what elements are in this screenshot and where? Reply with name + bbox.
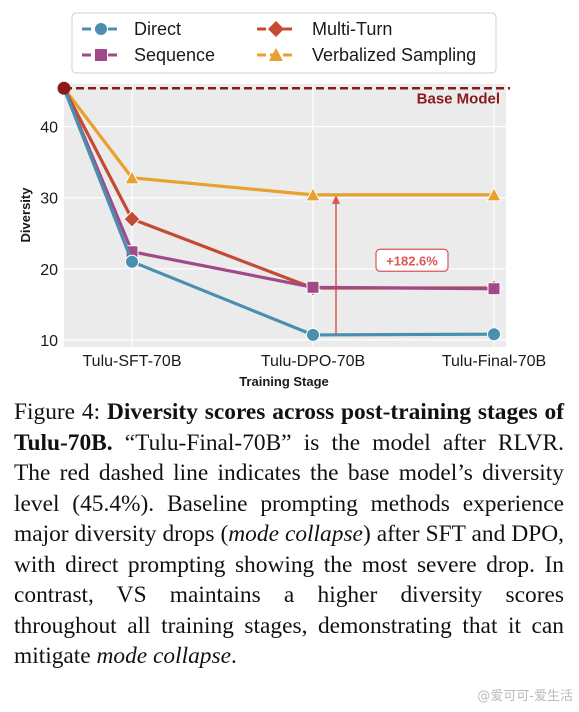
series-line-verbalized-sampling <box>62 87 494 197</box>
y-tick-label: 10 <box>40 333 58 350</box>
caption-text-1: “Tulu-Final-70B” is the model after RLVR… <box>14 429 565 548</box>
y-tick-label: 40 <box>40 120 58 137</box>
series-lines <box>57 81 503 342</box>
diversity-line-chart: Direct Multi-Turn Sequence Verbalized Sa… <box>18 12 547 389</box>
caption-text-2: ) after SFT and DPO, with direct prompti… <box>14 521 564 669</box>
annotation-box <box>375 248 449 272</box>
base-model-reference: Base Model <box>64 87 510 107</box>
x-axis-label: Training Stage <box>239 374 329 389</box>
data-point-verbalized-sampling <box>486 186 502 202</box>
legend-label-verbalized-sampling: Verbalized Sampling <box>312 45 476 65</box>
y-axis-label: Diversity <box>18 187 33 243</box>
data-point-direct <box>306 327 320 342</box>
legend-item-direct: Direct <box>82 19 181 39</box>
legend-item-verbalized-sampling: Verbalized Sampling <box>257 45 476 65</box>
legend-label-sequence: Sequence <box>134 45 215 65</box>
caption-text-3: . <box>230 643 237 669</box>
legend-box <box>71 12 497 74</box>
annotation-label: +182.6% <box>386 253 438 268</box>
legend-marker-diamond <box>268 21 284 37</box>
data-point-sequence <box>306 280 320 294</box>
x-tick-label: Tulu-Final-70B <box>442 353 546 370</box>
caption-italic-1: mode collapse <box>228 521 363 547</box>
caption-italic-2: mode collapse <box>96 643 231 669</box>
y-tick-label: 30 <box>40 191 58 208</box>
legend: Direct Multi-Turn Sequence Verbalized Sa… <box>71 12 497 74</box>
figure-caption: Figure 4: Diversity scores across post-t… <box>14 397 564 672</box>
data-point-sequence <box>487 282 501 296</box>
legend-item-multi-turn: Multi-Turn <box>257 19 392 39</box>
improvement-annotation: +182.6% <box>332 194 449 335</box>
annotation-arrow-head <box>332 194 340 204</box>
caption-title: Diversity scores across post-training st… <box>14 399 564 456</box>
legend-label-direct: Direct <box>134 19 181 39</box>
x-tick-label: Tulu-SFT-70B <box>83 353 182 370</box>
y-axis-ticks: 10 20 30 40 <box>40 120 58 350</box>
start-point <box>57 81 71 95</box>
watermark: @爱可可-爱生活 <box>477 689 573 704</box>
legend-item-sequence: Sequence <box>82 45 215 65</box>
plot-area <box>64 84 506 347</box>
series-line-direct <box>62 87 495 337</box>
legend-marker-circle <box>95 23 107 35</box>
legend-marker-square <box>95 49 107 61</box>
data-point-verbalized-sampling <box>305 186 321 202</box>
base-model-label: Base Model <box>417 90 500 107</box>
x-tick-label: Tulu-DPO-70B <box>261 353 365 370</box>
legend-marker-triangle <box>269 48 283 61</box>
x-axis-ticks: Tulu-SFT-70B Tulu-DPO-70B Tulu-Final-70B <box>83 353 547 370</box>
caption-label: Figure 4: <box>14 399 101 425</box>
data-point-direct <box>487 327 501 342</box>
data-point-verbalized-sampling <box>124 169 140 185</box>
legend-label-multi-turn: Multi-Turn <box>312 19 392 39</box>
data-point-direct <box>125 254 139 269</box>
y-tick-label: 20 <box>40 262 58 279</box>
data-point-multi-turn <box>123 210 141 228</box>
series-line-sequence <box>62 87 495 291</box>
